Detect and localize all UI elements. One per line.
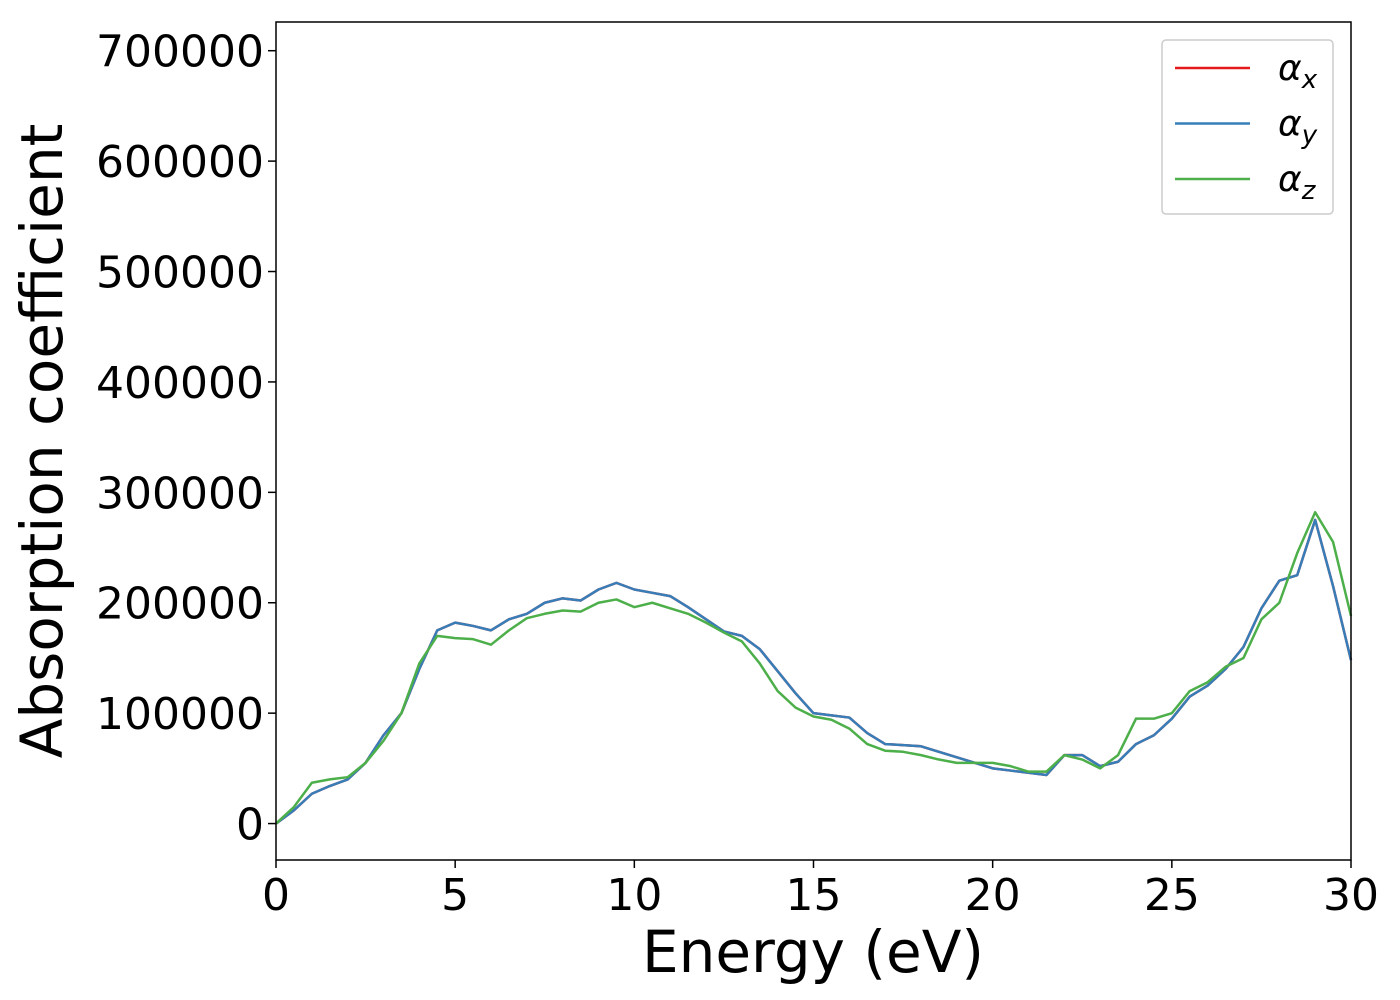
y-tick-label: 100000 <box>96 689 264 740</box>
x-tick-label: 10 <box>606 870 662 921</box>
y-tick-label: 300000 <box>96 468 264 519</box>
y-tick-label: 200000 <box>96 579 264 630</box>
plot-frame <box>275 21 1352 861</box>
x-tick-label: 20 <box>965 870 1021 921</box>
series-line <box>275 510 1353 825</box>
x-tick-label: 30 <box>1323 870 1379 921</box>
legend-label: αy <box>1278 104 1318 151</box>
y-tick-label: 600000 <box>96 137 264 188</box>
series-line <box>275 518 1353 825</box>
legend-box <box>1161 39 1334 215</box>
y-tick-label: 700000 <box>96 27 264 78</box>
legend-label: αx <box>1278 48 1318 95</box>
x-axis-label: Energy (eV) <box>642 918 984 986</box>
x-tick-label: 0 <box>262 870 290 921</box>
y-tick-label: 400000 <box>96 358 264 409</box>
y-tick-label: 0 <box>236 800 264 851</box>
y-tick-label: 500000 <box>96 248 264 299</box>
y-axis-label: Absorption coefficient <box>8 124 76 759</box>
series-line <box>275 518 1353 825</box>
legend-label: αz <box>1278 159 1317 206</box>
x-tick-label: 25 <box>1144 870 1200 921</box>
x-tick-label: 15 <box>786 870 842 921</box>
x-tick-label: 5 <box>441 870 469 921</box>
